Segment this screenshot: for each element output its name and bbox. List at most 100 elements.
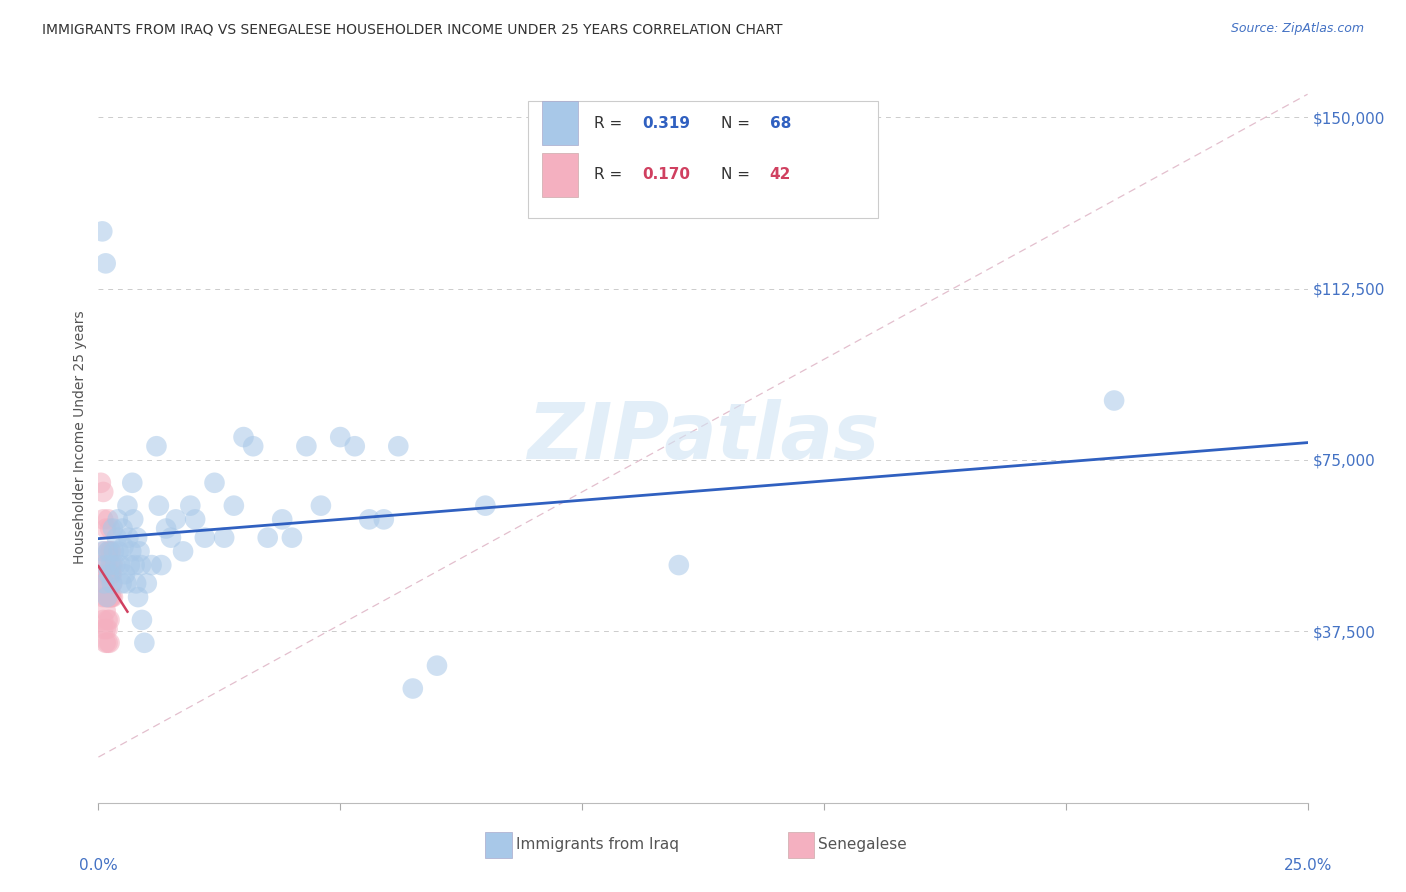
Point	[103, 544, 125, 558]
Point	[98, 613, 121, 627]
Text: IMMIGRANTS FROM IRAQ VS SENEGALESE HOUSEHOLDER INCOME UNDER 25 YEARS CORRELATION: IMMIGRANTS FROM IRAQ VS SENEGALESE HOUSE…	[42, 22, 783, 37]
Point	[295, 439, 318, 453]
Point	[271, 512, 294, 526]
Point	[91, 622, 114, 636]
Point	[97, 544, 120, 558]
Point	[94, 576, 117, 591]
Bar	[543, 153, 578, 196]
Point	[135, 576, 157, 591]
Point	[91, 512, 114, 526]
Point	[94, 604, 117, 618]
Point	[359, 512, 381, 526]
Text: R =: R =	[595, 167, 627, 182]
Point	[96, 567, 118, 582]
Text: 0.170: 0.170	[643, 167, 690, 182]
Text: 42: 42	[769, 167, 792, 182]
Point	[222, 499, 245, 513]
Point	[105, 531, 128, 545]
Text: N =: N =	[721, 167, 755, 182]
Point	[91, 224, 114, 238]
Point	[96, 590, 118, 604]
Point	[122, 512, 145, 526]
Point	[100, 567, 122, 582]
Point	[100, 567, 122, 582]
Point	[160, 531, 183, 545]
Text: 0.0%: 0.0%	[79, 858, 118, 872]
Point	[204, 475, 226, 490]
Point	[96, 558, 118, 573]
Point	[96, 576, 118, 591]
Point	[111, 521, 134, 535]
Point	[129, 558, 152, 573]
Text: 68: 68	[769, 116, 792, 130]
Point	[115, 576, 138, 591]
Point	[242, 439, 264, 453]
Point	[98, 590, 121, 604]
Point	[120, 544, 142, 558]
Point	[134, 636, 156, 650]
Point	[117, 499, 139, 513]
Point	[94, 256, 117, 270]
Point	[94, 558, 117, 573]
Point	[101, 590, 124, 604]
Point	[91, 576, 114, 591]
Text: Source: ZipAtlas.com: Source: ZipAtlas.com	[1230, 22, 1364, 36]
Point	[98, 636, 121, 650]
Point	[131, 613, 153, 627]
Point	[97, 512, 120, 526]
Point	[112, 540, 135, 554]
Point	[179, 499, 201, 513]
Point	[100, 590, 122, 604]
Point	[93, 567, 115, 582]
Point	[117, 531, 139, 545]
Point	[97, 544, 120, 558]
Point	[98, 521, 121, 535]
Point	[90, 475, 112, 490]
Point	[104, 558, 127, 573]
Point	[96, 521, 118, 535]
Point	[101, 567, 124, 582]
Point	[145, 439, 167, 453]
Point	[107, 544, 129, 558]
Point	[91, 613, 114, 627]
Text: Immigrants from Iraq: Immigrants from Iraq	[516, 838, 679, 853]
Point	[97, 613, 120, 627]
Point	[91, 590, 114, 604]
Point	[474, 499, 496, 513]
Point	[184, 512, 207, 526]
Point	[94, 622, 117, 636]
Point	[281, 531, 304, 545]
Point	[256, 531, 278, 545]
Text: ZIPatlas: ZIPatlas	[527, 399, 879, 475]
Point	[101, 521, 124, 535]
Point	[121, 475, 143, 490]
Point	[93, 576, 115, 591]
Point	[100, 590, 122, 604]
Point	[97, 636, 120, 650]
Point	[98, 567, 121, 582]
Point	[150, 558, 173, 573]
Bar	[543, 101, 578, 145]
Point	[100, 558, 122, 573]
Point	[94, 590, 117, 604]
Point	[141, 558, 163, 573]
Text: 25.0%: 25.0%	[1284, 858, 1331, 872]
Bar	[527, 101, 879, 218]
Point	[172, 544, 194, 558]
Point	[111, 576, 134, 591]
Point	[114, 567, 136, 582]
Point	[373, 512, 395, 526]
Point	[402, 681, 425, 696]
Point	[91, 544, 114, 558]
Point	[94, 636, 117, 650]
Point	[98, 567, 121, 582]
Point	[426, 658, 449, 673]
Point	[329, 430, 352, 444]
Text: R =: R =	[595, 116, 627, 130]
Point	[668, 558, 690, 573]
Point	[101, 576, 124, 591]
Point	[125, 576, 148, 591]
Point	[90, 558, 112, 573]
Point	[124, 558, 146, 573]
Point	[232, 430, 254, 444]
